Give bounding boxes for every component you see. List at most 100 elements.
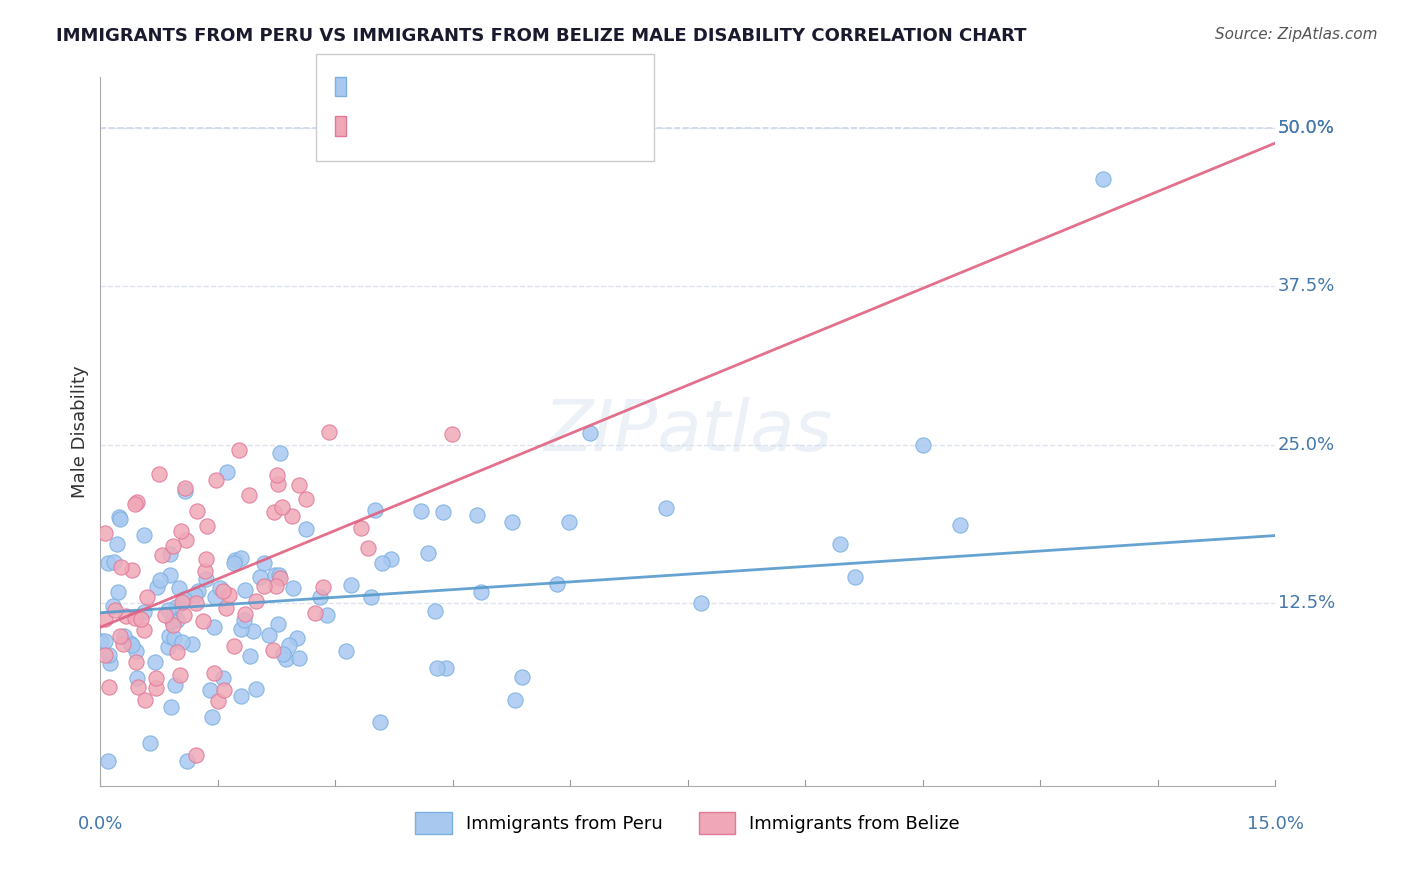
Legend: Immigrants from Peru, Immigrants from Belize: Immigrants from Peru, Immigrants from Be… (416, 812, 960, 834)
Point (134, 693, 156, 707)
Point (360, 590, 382, 604)
Point (546, 577, 568, 591)
Point (288, 478, 311, 492)
Point (264, 579, 287, 593)
Point (269, 571, 291, 585)
Point (505, 692, 527, 706)
Text: N =: N = (478, 76, 517, 94)
Point (269, 446, 291, 460)
Point (174, 533, 197, 547)
Point (194, 552, 217, 566)
Point (120, 635, 142, 649)
Point (501, 515, 523, 529)
Text: 12.5%: 12.5% (1278, 594, 1334, 612)
Point (173, 608, 195, 623)
Point (150, 548, 173, 562)
Point (578, 426, 600, 441)
Point (145, 681, 167, 696)
Point (368, 715, 391, 730)
Point (340, 578, 363, 592)
Point (418, 546, 440, 560)
Point (157, 629, 180, 643)
Point (558, 516, 581, 530)
Point (98, 656, 121, 670)
Point (249, 570, 271, 584)
Point (434, 661, 457, 675)
Point (689, 595, 711, 609)
Point (202, 620, 225, 634)
Point (124, 611, 146, 625)
Point (253, 579, 276, 593)
Point (245, 594, 267, 608)
Point (245, 681, 267, 696)
Point (202, 665, 225, 680)
Point (271, 647, 294, 661)
Point (309, 590, 332, 604)
Point (110, 560, 132, 574)
Point (162, 539, 184, 553)
Point (200, 683, 222, 698)
Point (440, 427, 463, 442)
Point (124, 643, 146, 657)
Point (285, 632, 308, 646)
Point (166, 645, 188, 659)
Point (267, 617, 290, 632)
Text: Source: ZipAtlas.com: Source: ZipAtlas.com (1215, 27, 1378, 42)
Point (176, 754, 198, 768)
Point (277, 638, 299, 652)
Text: R =: R = (347, 114, 387, 132)
Point (149, 573, 172, 587)
Text: 15.0%: 15.0% (1247, 815, 1303, 833)
Text: 25.0%: 25.0% (1278, 435, 1334, 454)
Point (294, 492, 316, 507)
Point (222, 639, 245, 653)
Point (312, 580, 335, 594)
Point (108, 512, 131, 526)
Point (224, 556, 246, 570)
Point (266, 477, 288, 491)
Point (93, 612, 115, 626)
Point (93, 648, 115, 662)
Point (159, 568, 181, 582)
Point (211, 671, 233, 685)
Point (112, 629, 135, 643)
Point (174, 483, 197, 498)
Point (208, 581, 231, 595)
Point (233, 613, 256, 627)
Point (270, 500, 292, 515)
Point (409, 504, 432, 518)
Point (166, 613, 188, 627)
Text: 104: 104 (526, 76, 564, 94)
Point (172, 595, 194, 609)
Point (315, 607, 337, 622)
Text: N =: N = (478, 114, 524, 132)
Y-axis label: Male Disability: Male Disability (72, 366, 89, 499)
Point (229, 551, 252, 566)
Point (267, 567, 290, 582)
Point (949, 518, 972, 533)
Point (281, 509, 304, 524)
Point (108, 509, 131, 524)
Point (165, 678, 187, 692)
Point (184, 747, 207, 762)
Point (121, 563, 143, 577)
Point (160, 700, 183, 714)
Point (212, 683, 235, 698)
Point (110, 629, 132, 643)
Point (335, 644, 357, 658)
Text: ZIPatlas: ZIPatlas (543, 398, 832, 467)
Point (121, 638, 143, 652)
Point (242, 624, 264, 638)
Point (207, 694, 229, 708)
Point (114, 609, 136, 624)
Point (295, 522, 318, 536)
Point (239, 649, 262, 664)
Point (215, 466, 238, 480)
Point (165, 599, 187, 614)
Point (125, 655, 148, 669)
Point (127, 681, 149, 695)
Point (170, 635, 193, 649)
Point (287, 650, 309, 665)
Point (197, 519, 219, 533)
Text: 0.478: 0.478 (398, 114, 456, 132)
